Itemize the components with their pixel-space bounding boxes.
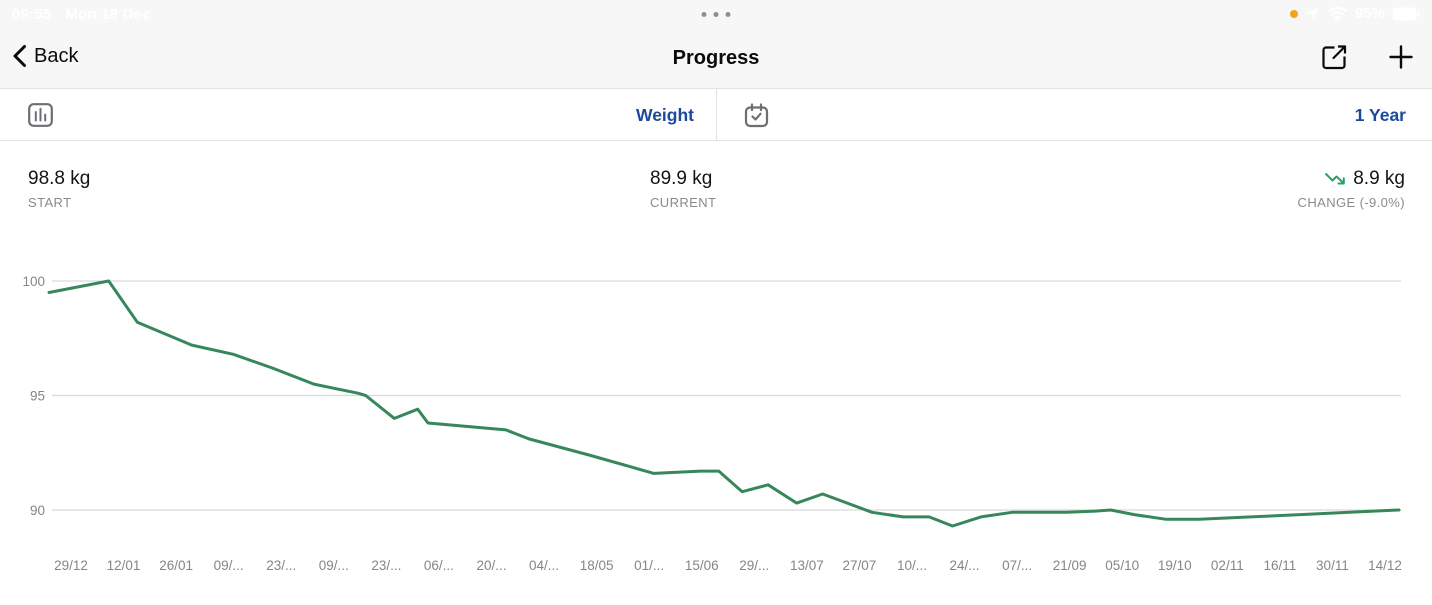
- tab-weight[interactable]: Weight: [636, 105, 695, 125]
- trend-down-icon: [1325, 173, 1346, 185]
- add-entry-button[interactable]: [1388, 44, 1414, 75]
- toolbar-divider: [716, 89, 717, 140]
- x-tick-21: 19/10: [1158, 558, 1192, 573]
- status-bar: 09:55 Mon 18 Dec 95%: [0, 0, 1432, 30]
- toolbar-bottom-divider: [0, 140, 1432, 141]
- x-tick-6: 23/...: [371, 558, 401, 573]
- status-indicators: 95%: [1289, 5, 1420, 22]
- y-tick-100: 100: [22, 274, 45, 289]
- x-tick-19: 21/09: [1053, 558, 1087, 573]
- status-date: Mon 18 Dec: [65, 6, 151, 23]
- battery-icon: [1392, 7, 1420, 20]
- stat-change: 8.9 kg CHANGE (-9.0%): [1298, 168, 1405, 210]
- top-chrome: 09:55 Mon 18 Dec 95%: [0, 0, 1432, 89]
- weight-line-series: [47, 279, 1401, 528]
- x-tick-8: 20/...: [476, 558, 506, 573]
- back-label: Back: [34, 44, 79, 67]
- chevron-left-icon: [13, 45, 26, 67]
- x-tick-5: 09/...: [319, 558, 349, 573]
- y-tick-90: 90: [30, 503, 45, 518]
- chart-type-button[interactable]: [28, 103, 53, 132]
- x-tick-24: 30/11: [1316, 558, 1349, 573]
- navigation-bar: Back Progress: [0, 30, 1432, 88]
- status-time: 09:55: [12, 6, 52, 23]
- stat-current: 89.9 kg CURRENT: [650, 168, 716, 210]
- x-tick-2: 26/01: [159, 558, 193, 573]
- export-icon: [1322, 45, 1347, 70]
- change-value: 8.9 kg: [1353, 168, 1405, 189]
- x-tick-15: 27/07: [843, 558, 877, 573]
- weight-chart[interactable]: 100 95 90 29/12 12/01 26/01 09/... 23/... 09/...…: [0, 233, 1432, 600]
- x-tick-1: 12/01: [107, 558, 141, 573]
- share-export-button[interactable]: [1320, 43, 1348, 76]
- x-tick-9: 04/...: [529, 558, 559, 573]
- x-tick-11: 01/...: [634, 558, 664, 573]
- stats-row: 98.8 kg START 89.9 kg CURRENT 8.9 kg CHA…: [0, 141, 1432, 233]
- calendar-check-icon: [744, 103, 769, 128]
- x-tick-4: 23/...: [266, 558, 296, 573]
- x-tick-12: 15/06: [685, 558, 719, 573]
- chart-area: 100 95 90 29/12 12/01 26/01 09/... 23/... 09/...…: [0, 233, 1432, 600]
- change-label: CHANGE (-9.0%): [1297, 195, 1405, 210]
- battery-percent: 95%: [1354, 5, 1385, 22]
- start-label: START: [28, 195, 72, 210]
- x-tick-25: 14/12: [1368, 558, 1402, 573]
- x-tick-18: 07/...: [1002, 558, 1032, 573]
- x-tick-20: 05/10: [1105, 558, 1139, 573]
- x-tick-17: 24/...: [950, 558, 980, 573]
- bar-chart-icon: [28, 103, 53, 127]
- multitask-dots-icon: [701, 12, 731, 17]
- nav-actions: [1320, 43, 1414, 76]
- x-tick-7: 06/...: [424, 558, 454, 573]
- start-value: 98.8 kg: [28, 168, 91, 189]
- status-time-date: 09:55 Mon 18 Dec: [12, 6, 151, 23]
- x-tick-22: 02/11: [1211, 558, 1244, 573]
- x-tick-14: 13/07: [790, 558, 824, 573]
- x-tick-16: 10/...: [897, 558, 927, 573]
- back-button[interactable]: Back: [12, 44, 78, 68]
- x-tick-10: 18/05: [580, 558, 614, 573]
- x-tick-23: 16/11: [1263, 558, 1296, 573]
- current-label: CURRENT: [650, 195, 717, 210]
- page-title: Progress: [672, 47, 760, 69]
- x-tick-0: 29/12: [54, 558, 88, 573]
- current-value: 89.9 kg: [650, 168, 713, 189]
- nav-divider: [0, 88, 1432, 89]
- location-arrow-icon: [1306, 7, 1319, 20]
- stat-start: 98.8 kg START: [28, 168, 90, 210]
- y-tick-95: 95: [30, 389, 45, 404]
- wifi-icon: [1327, 6, 1348, 21]
- x-tick-3: 09/...: [214, 558, 244, 573]
- calendar-button[interactable]: [744, 103, 769, 133]
- x-tick-13: 29/...: [739, 558, 769, 573]
- privacy-dot-icon: [1289, 9, 1298, 18]
- plus-icon: [1389, 45, 1413, 69]
- range-selector[interactable]: 1 Year: [1354, 105, 1406, 125]
